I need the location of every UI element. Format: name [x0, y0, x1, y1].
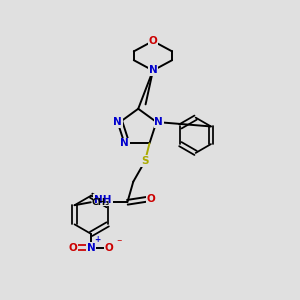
Text: N: N: [154, 117, 163, 127]
Text: O: O: [147, 194, 155, 204]
Text: CH₃: CH₃: [92, 198, 110, 207]
Text: O: O: [105, 243, 114, 253]
Text: N: N: [113, 117, 122, 127]
Text: ⁻: ⁻: [116, 238, 122, 248]
Text: N: N: [87, 243, 95, 253]
Text: O: O: [148, 36, 157, 46]
Text: +: +: [94, 235, 100, 244]
Text: O: O: [68, 243, 77, 253]
Text: S: S: [141, 156, 149, 166]
Text: NH: NH: [94, 195, 112, 205]
Text: N: N: [148, 65, 157, 76]
Text: N: N: [120, 138, 129, 148]
